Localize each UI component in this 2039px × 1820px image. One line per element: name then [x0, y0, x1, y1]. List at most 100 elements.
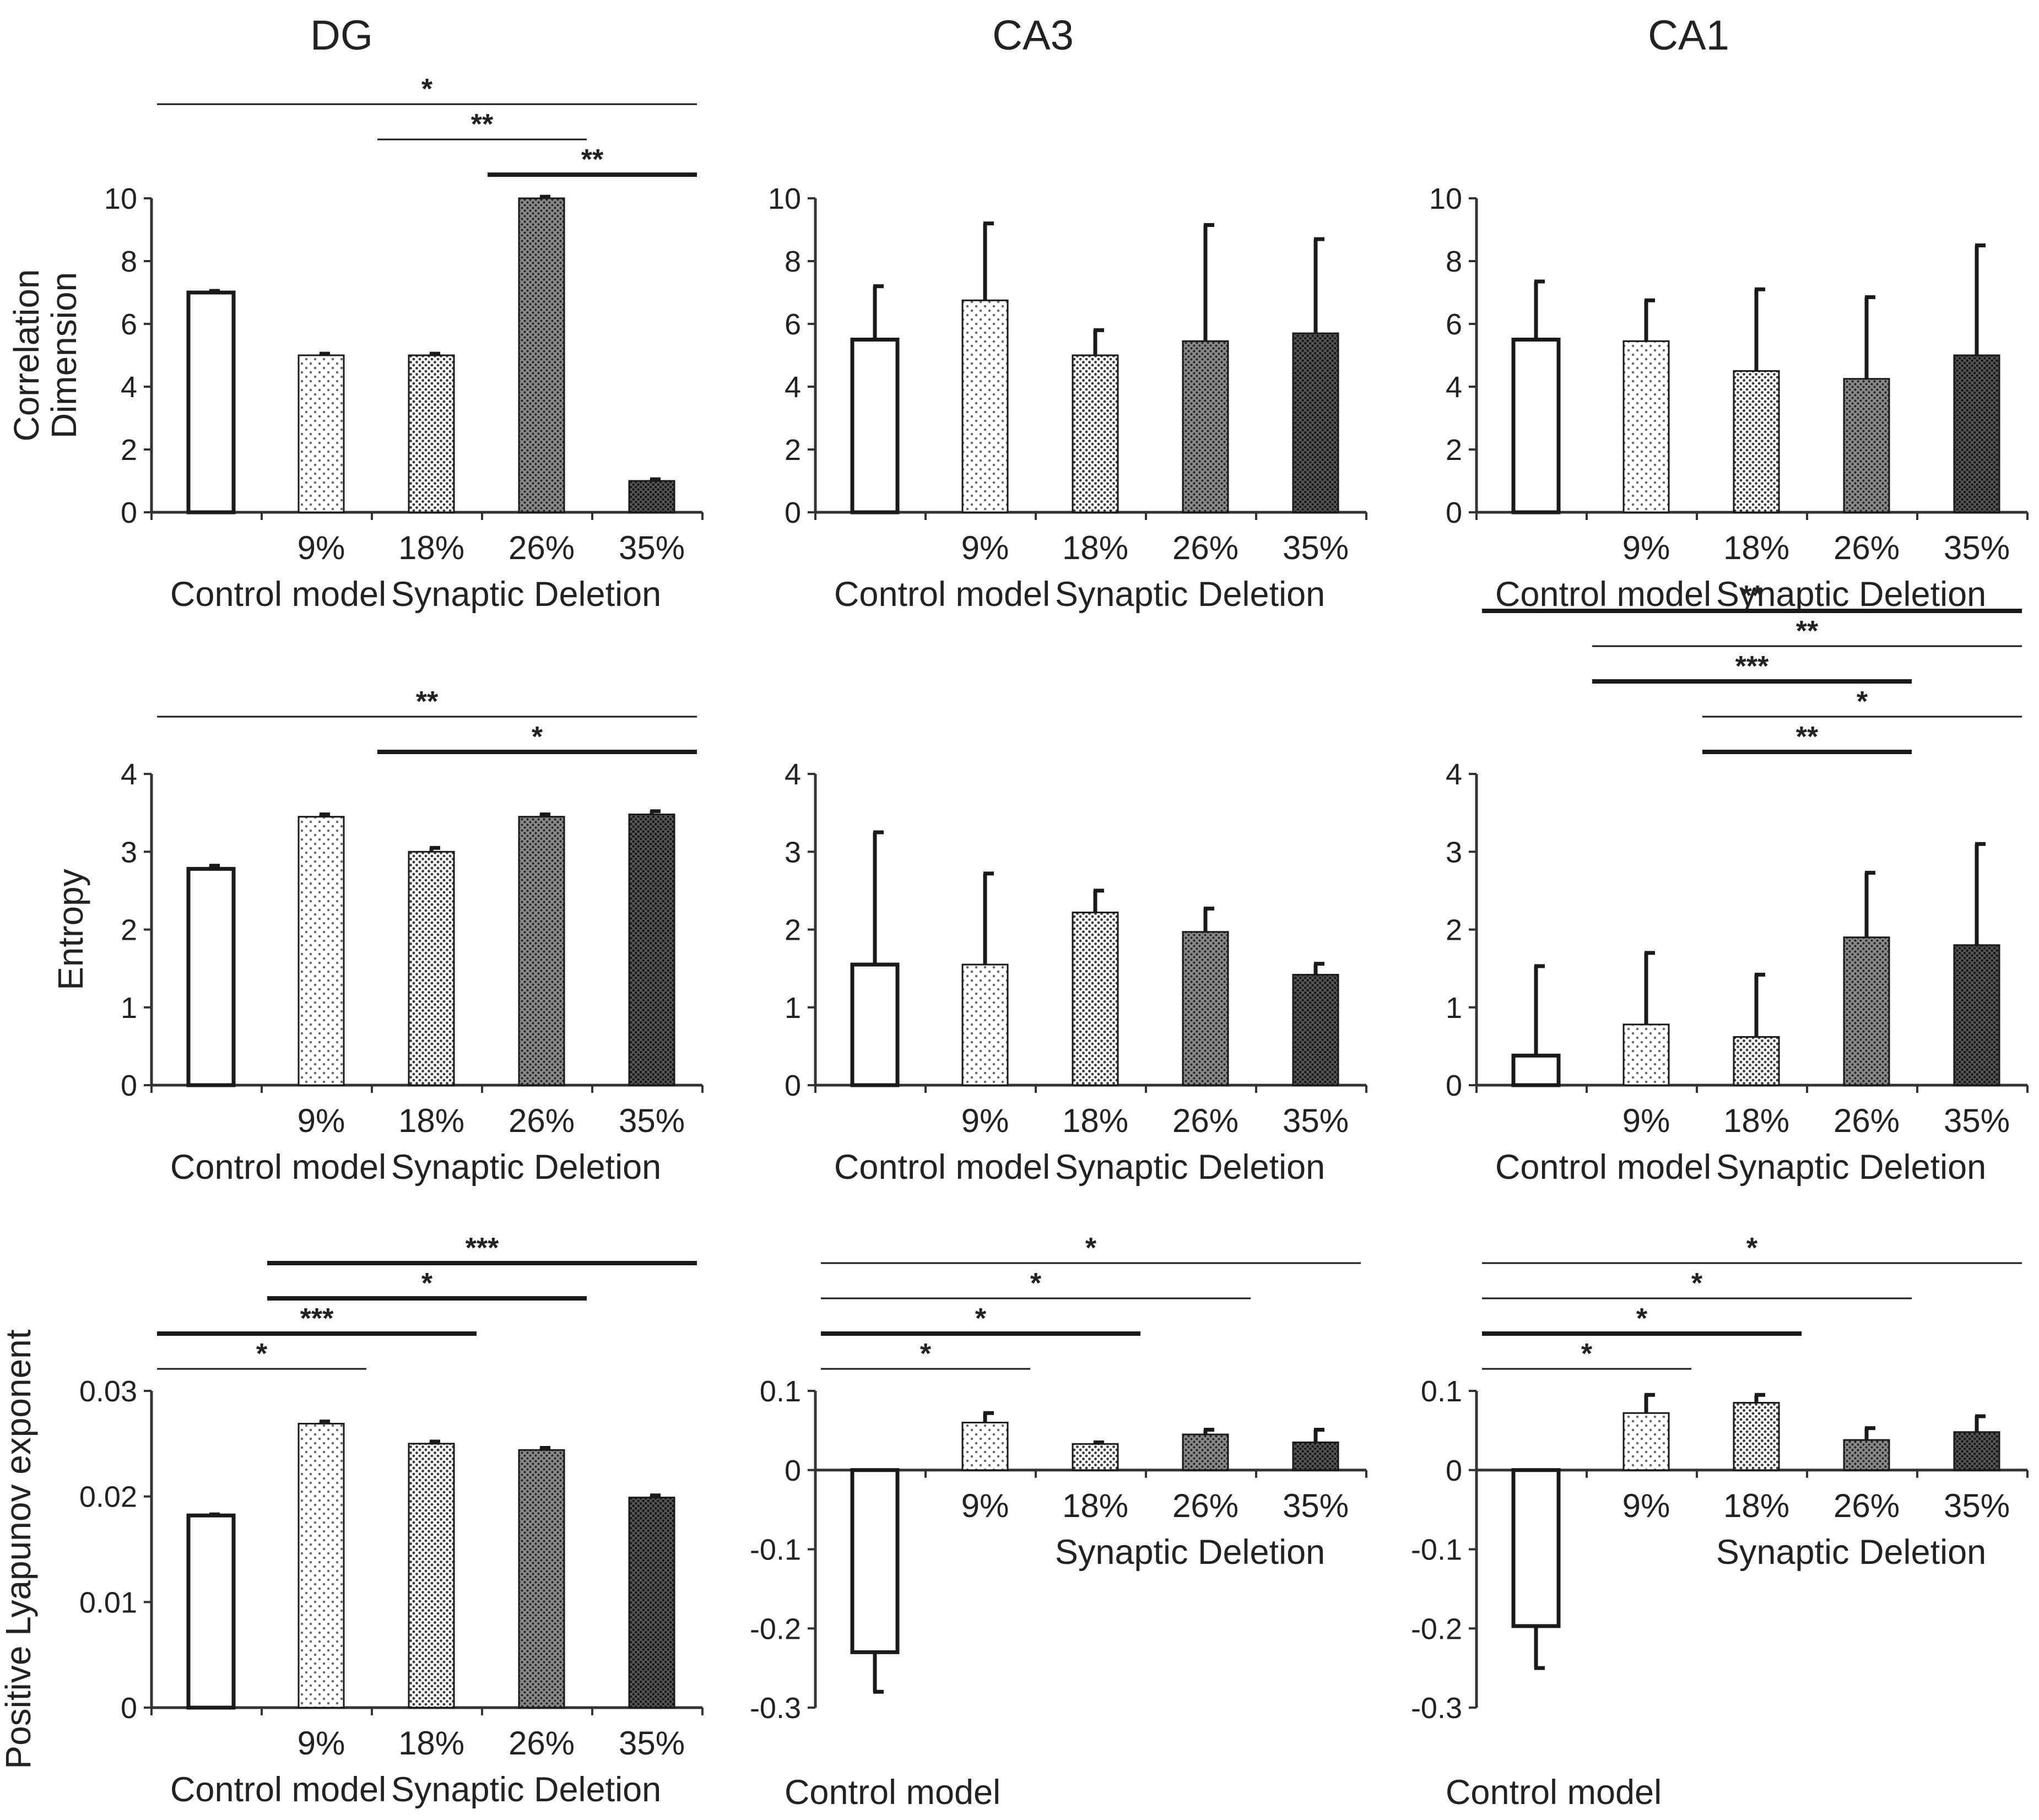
- bar-18%: [408, 851, 455, 1086]
- y-tick-label: 0.1: [1421, 1375, 1462, 1408]
- bar-9%: [298, 354, 345, 513]
- column-title-dg: DG: [310, 12, 373, 59]
- bar-18%: [1733, 370, 1780, 513]
- bar-35%: [1292, 973, 1339, 1086]
- column-title-ca1: CA1: [1648, 12, 1729, 59]
- y-tick-label: 0: [785, 1454, 801, 1487]
- y-tick-label: 4: [1446, 371, 1462, 404]
- y-tick-label: 4: [121, 371, 137, 404]
- y-tick-label: 3: [121, 836, 137, 869]
- group-label-deletion: Synaptic Deletion: [1716, 575, 1986, 614]
- significance-label: *: [1636, 1303, 1648, 1335]
- x-tick-label: 35%: [1944, 1487, 2010, 1524]
- y-tick-label: 1: [121, 992, 137, 1025]
- group-label-control: Control model: [834, 1148, 1050, 1187]
- bar-Control: [186, 866, 236, 1087]
- bar-9%: [298, 1422, 345, 1709]
- significance-label: **: [1741, 580, 1764, 612]
- x-tick-label: 18%: [1062, 1487, 1128, 1524]
- x-tick-label: 26%: [1834, 1487, 1900, 1524]
- x-tick-label: 26%: [1172, 1102, 1238, 1139]
- bar-26%: [1843, 378, 1890, 513]
- y-tick-label: 8: [785, 245, 801, 278]
- y-tick-label: 0: [121, 1069, 137, 1102]
- x-tick-label: 26%: [509, 529, 575, 566]
- significance-label: *: [1030, 1268, 1042, 1299]
- y-tick-label: 0.03: [79, 1375, 137, 1408]
- x-tick-label: 18%: [1723, 1102, 1789, 1139]
- bar-9%: [1622, 340, 1670, 513]
- y-tick-label: 8: [1446, 245, 1462, 278]
- bar-35%: [1953, 1431, 2000, 1471]
- group-label-deletion: Synaptic Deletion: [391, 575, 661, 614]
- bar-Control: [850, 1468, 900, 1654]
- group-label-control: Control model: [785, 1773, 1000, 1812]
- y-tick-label: 3: [785, 836, 801, 869]
- y-tick-label: 8: [121, 245, 137, 278]
- x-tick-label: 26%: [1834, 1102, 1900, 1139]
- bar-26%: [1843, 936, 1890, 1086]
- x-tick-label: 9%: [298, 1102, 345, 1139]
- y-tick-label: 0: [121, 496, 137, 529]
- chart-dg-entropy: 0 1 2 3 4 9% 18% 26% 35% Synaptic DeletionControl…: [51, 686, 704, 1187]
- y-axis-label: Correlation: [7, 269, 46, 441]
- y-tick-label: 0.02: [79, 1481, 137, 1514]
- x-tick-label: 26%: [1834, 529, 1900, 566]
- significance-label: *: [1857, 686, 1868, 718]
- y-tick-label: 0.01: [79, 1586, 137, 1619]
- bar-Control: [186, 1513, 236, 1710]
- significance-label: ***: [466, 1232, 499, 1264]
- group-label-control: Control model: [1446, 1773, 1662, 1812]
- group-label-control: Control model: [170, 1148, 386, 1187]
- group-label-deletion: Synaptic Deletion: [1055, 1533, 1325, 1572]
- column-title-ca3: CA3: [992, 12, 1074, 59]
- bar-9%: [961, 1422, 1009, 1471]
- group-label-control: Control model: [170, 575, 386, 614]
- bar-26%: [518, 197, 565, 513]
- significance-label: **: [1796, 615, 1819, 647]
- group-label-deletion: Synaptic Deletion: [1716, 1148, 1986, 1187]
- y-axis-label: Positive Lyapunov exponent: [0, 1329, 38, 1769]
- y-tick-label: 2: [121, 914, 137, 947]
- y-tick-label: 0: [1446, 1069, 1462, 1102]
- group-label-deletion: Synaptic Deletion: [1716, 1533, 1986, 1572]
- y-tick-label: 4: [785, 758, 801, 791]
- significance-label: *: [421, 73, 433, 105]
- bar-35%: [1953, 944, 2000, 1086]
- x-tick-label: 35%: [619, 1102, 685, 1139]
- x-tick-label: 26%: [1172, 1487, 1238, 1524]
- bar-26%: [518, 816, 565, 1086]
- x-tick-label: 18%: [1723, 1487, 1789, 1524]
- bar-9%: [961, 299, 1009, 513]
- x-tick-label: 9%: [298, 529, 345, 566]
- group-label-control: Control model: [1495, 1148, 1711, 1187]
- significance-label: *: [975, 1303, 987, 1335]
- chart-ca1-lyap: -0.3 -0.2 -0.1 0 0.1 9% 18% 26% 35% Synaptic Dele…: [1411, 1232, 2029, 1812]
- x-tick-label: 18%: [1062, 1102, 1128, 1139]
- group-label-deletion: Synaptic Deletion: [391, 1770, 661, 1809]
- x-tick-label: 35%: [619, 1725, 685, 1762]
- x-tick-label: 9%: [1622, 529, 1670, 566]
- significance-label: *: [1085, 1232, 1097, 1264]
- x-tick-label: 9%: [961, 529, 1009, 566]
- significance-label: **: [1796, 721, 1819, 753]
- y-tick-label: 0: [121, 1692, 137, 1725]
- y-tick-label: 0: [785, 496, 801, 529]
- bar-26%: [518, 1449, 565, 1709]
- y-tick-label: 1: [785, 992, 801, 1025]
- chart-ca3-corr: 0 2 4 6 8 10 9% 18% 26% 35% Synaptic DeletionContr…: [768, 182, 1367, 614]
- y-axis-label: Dimension: [44, 272, 84, 438]
- y-tick-label: -0.1: [1411, 1534, 1462, 1567]
- bar-Control: [1511, 338, 1561, 514]
- group-label-control: Control model: [1495, 575, 1711, 614]
- significance-label: **: [471, 109, 494, 140]
- x-tick-label: 18%: [1723, 529, 1789, 566]
- x-tick-label: 35%: [619, 529, 685, 566]
- bar-Control: [850, 962, 900, 1087]
- significance-label: ***: [1735, 651, 1769, 682]
- significance-label: **: [416, 686, 439, 718]
- bar-9%: [1622, 1412, 1670, 1471]
- chart-dg-lyap: 0 0.01 0.02 0.03 9% 18% 26% 35% Synaptic Deletio…: [0, 1232, 704, 1809]
